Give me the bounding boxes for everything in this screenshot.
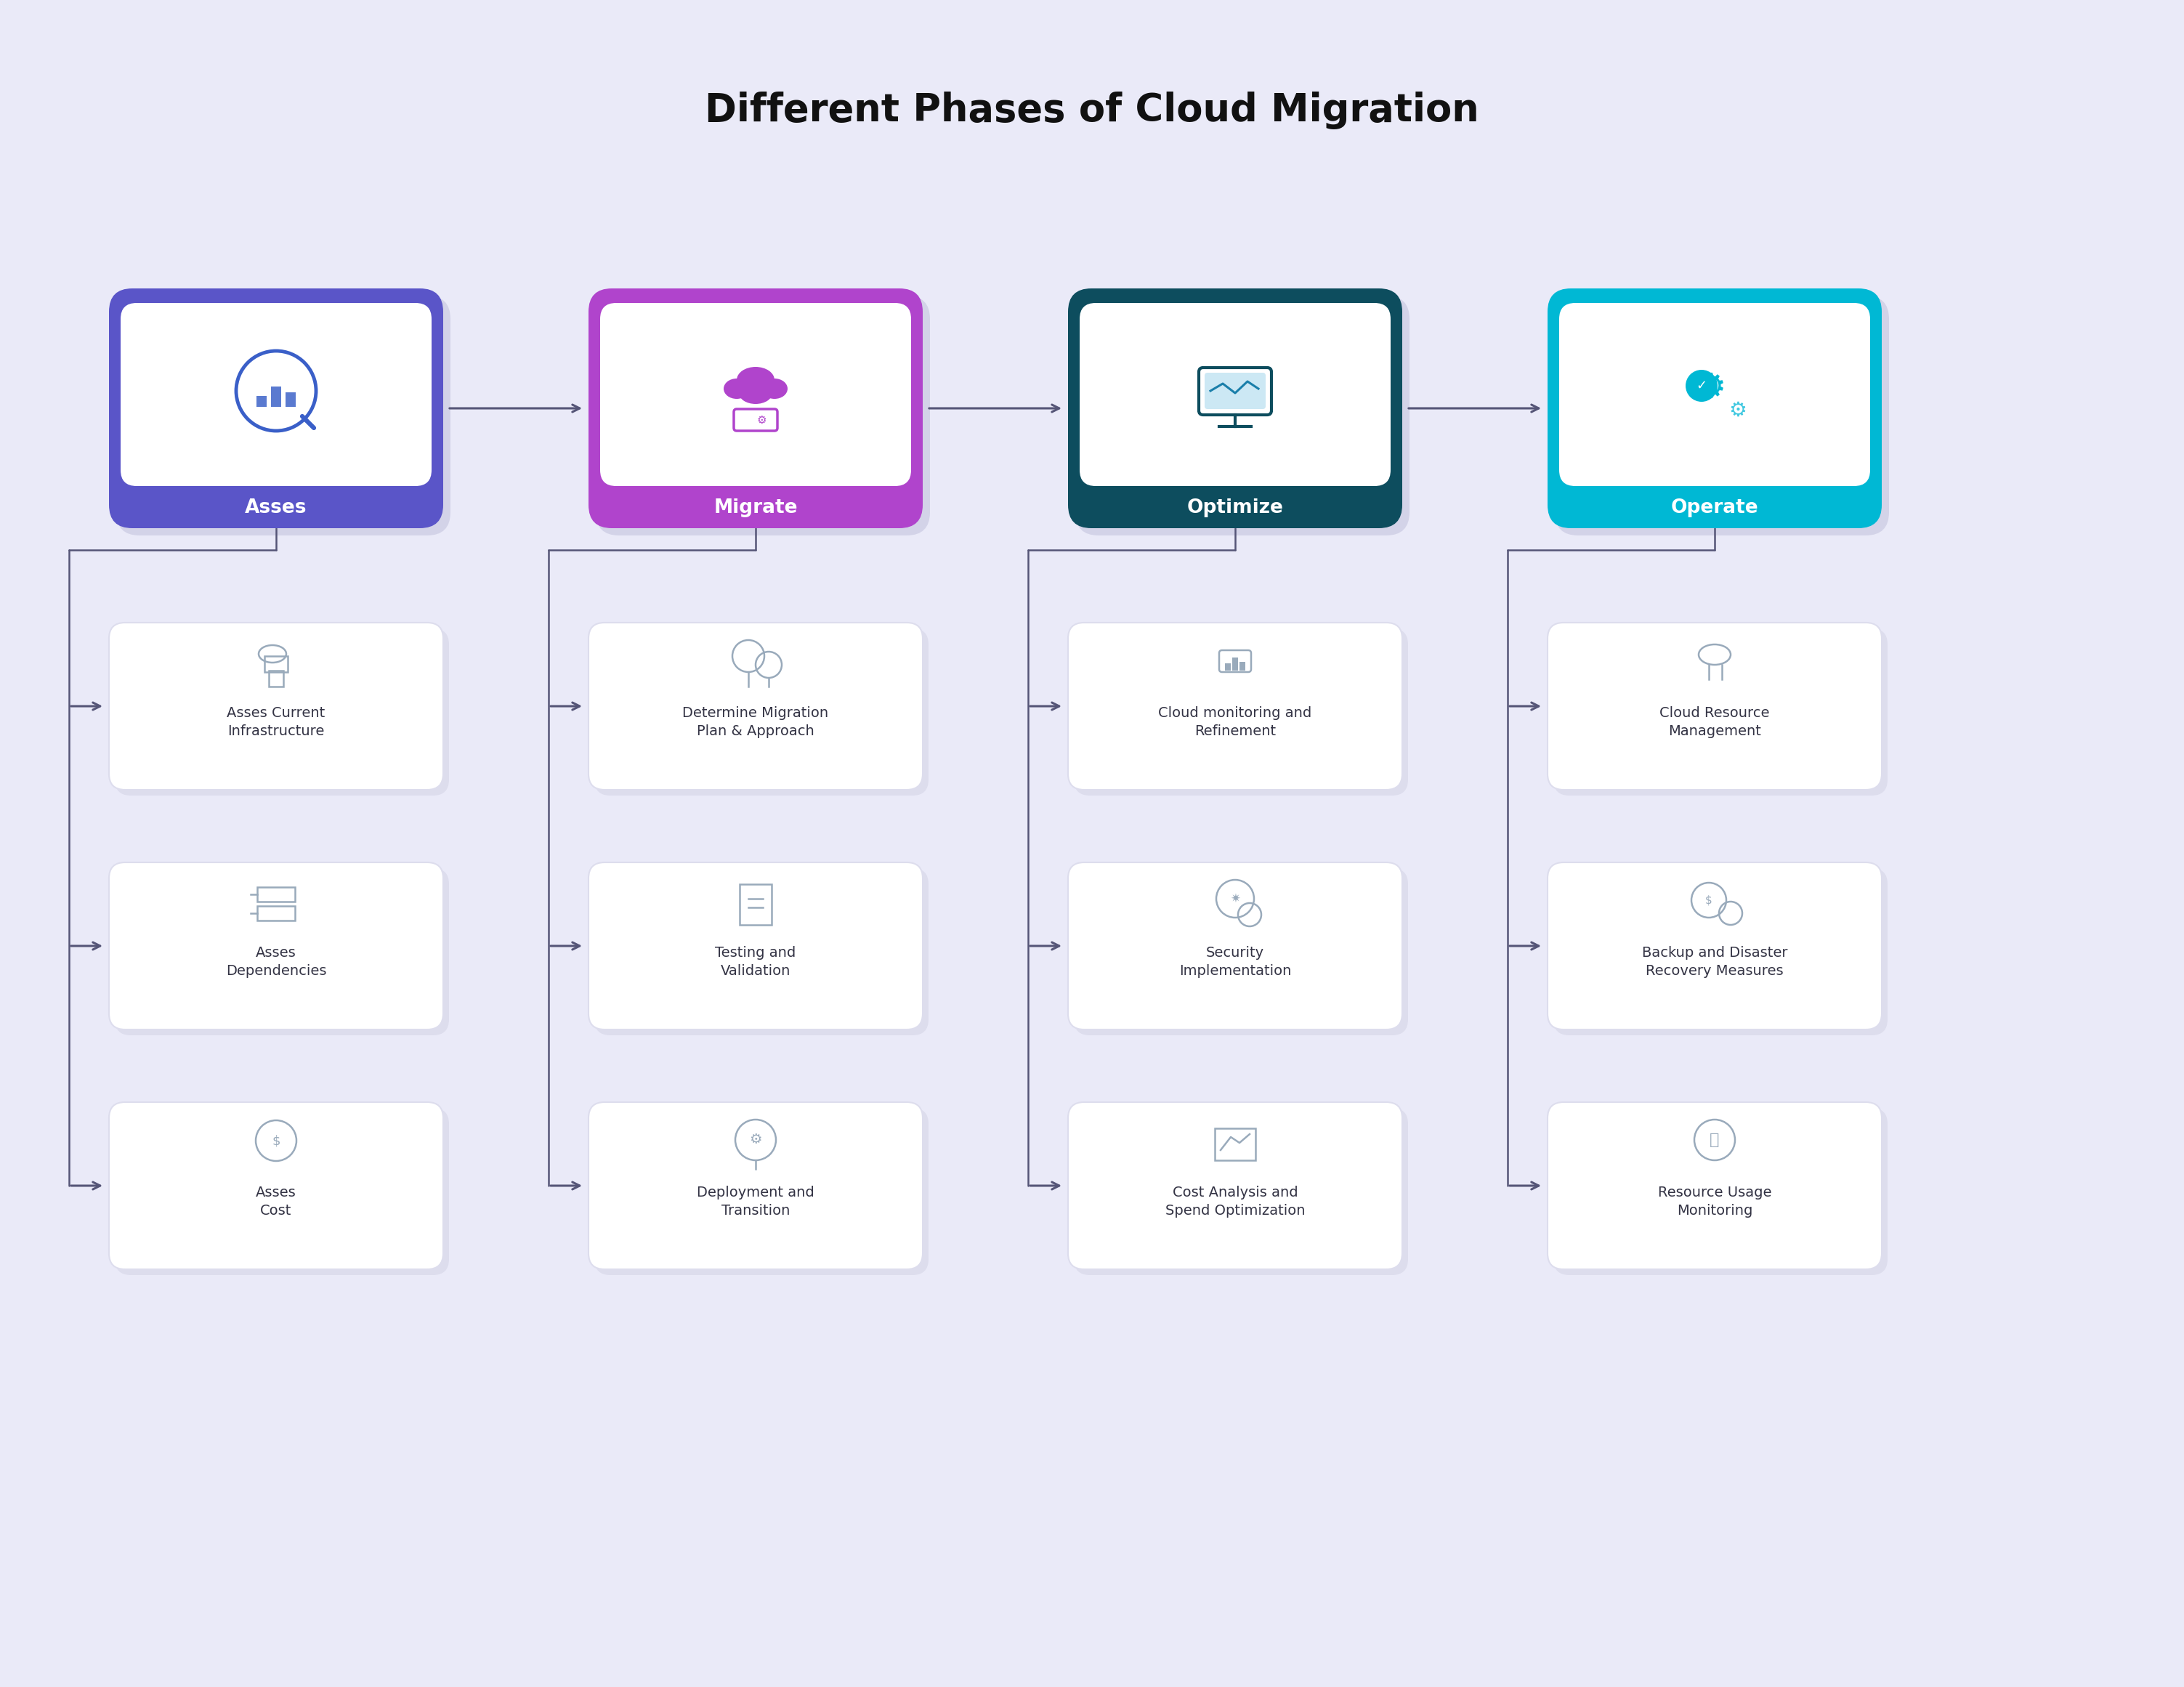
Text: ✓: ✓	[1697, 380, 1708, 393]
FancyBboxPatch shape	[1068, 1102, 1402, 1269]
FancyBboxPatch shape	[587, 623, 922, 790]
Text: Optimize: Optimize	[1186, 498, 1284, 518]
FancyBboxPatch shape	[1079, 304, 1391, 486]
Bar	[1241, 661, 1245, 671]
Circle shape	[1686, 369, 1717, 402]
Bar	[286, 393, 295, 407]
FancyBboxPatch shape	[594, 629, 928, 796]
Text: ⌕: ⌕	[1710, 1132, 1719, 1147]
Text: Asses: Asses	[245, 498, 308, 518]
FancyBboxPatch shape	[1206, 373, 1267, 408]
FancyBboxPatch shape	[109, 288, 443, 528]
FancyBboxPatch shape	[594, 1108, 928, 1275]
FancyBboxPatch shape	[1075, 629, 1409, 796]
FancyBboxPatch shape	[587, 1102, 922, 1269]
Text: Different Phases of Cloud Migration: Different Phases of Cloud Migration	[705, 91, 1479, 130]
FancyBboxPatch shape	[1068, 862, 1402, 1029]
Bar	[271, 386, 282, 407]
FancyBboxPatch shape	[587, 288, 922, 528]
Bar	[1214, 1129, 1256, 1161]
Bar	[740, 884, 771, 924]
FancyBboxPatch shape	[1199, 368, 1271, 415]
FancyBboxPatch shape	[1548, 1102, 1883, 1269]
Ellipse shape	[736, 366, 775, 393]
FancyBboxPatch shape	[109, 623, 443, 790]
Text: Deployment and
Transition: Deployment and Transition	[697, 1186, 815, 1218]
FancyBboxPatch shape	[587, 862, 922, 1029]
FancyBboxPatch shape	[1068, 288, 1402, 528]
FancyBboxPatch shape	[601, 304, 911, 486]
FancyBboxPatch shape	[116, 295, 450, 535]
FancyBboxPatch shape	[1555, 295, 1889, 535]
Text: ✷: ✷	[1230, 892, 1241, 906]
FancyBboxPatch shape	[109, 1102, 443, 1269]
FancyBboxPatch shape	[116, 869, 450, 1036]
FancyBboxPatch shape	[1075, 869, 1409, 1036]
Text: $: $	[1706, 894, 1712, 906]
Bar	[1232, 658, 1238, 671]
FancyBboxPatch shape	[116, 629, 450, 796]
Text: ⚙: ⚙	[749, 1134, 762, 1147]
FancyBboxPatch shape	[120, 304, 432, 486]
Bar	[264, 656, 288, 671]
Text: ⚙: ⚙	[1695, 373, 1725, 405]
Text: Asses
Dependencies: Asses Dependencies	[225, 946, 325, 978]
FancyBboxPatch shape	[116, 1108, 450, 1275]
Ellipse shape	[762, 378, 788, 398]
Bar	[1225, 663, 1232, 671]
Text: $: $	[273, 1134, 280, 1147]
Text: Cloud Resource
Management: Cloud Resource Management	[1660, 705, 1769, 739]
Text: Asses Current
Infrastructure: Asses Current Infrastructure	[227, 705, 325, 739]
FancyBboxPatch shape	[1548, 288, 1883, 528]
FancyBboxPatch shape	[1075, 1108, 1409, 1275]
Text: Operate: Operate	[1671, 498, 1758, 518]
FancyBboxPatch shape	[1553, 629, 1887, 796]
Bar	[256, 396, 266, 407]
Text: Migrate: Migrate	[714, 498, 797, 518]
FancyBboxPatch shape	[1559, 304, 1870, 486]
FancyBboxPatch shape	[1075, 295, 1409, 535]
Ellipse shape	[723, 378, 749, 398]
Bar	[269, 671, 284, 687]
Text: ⚙: ⚙	[756, 415, 767, 425]
Bar	[258, 906, 295, 921]
Text: Backup and Disaster
Recovery Measures: Backup and Disaster Recovery Measures	[1642, 946, 1787, 978]
FancyBboxPatch shape	[1553, 1108, 1887, 1275]
FancyBboxPatch shape	[734, 408, 778, 430]
Text: Asses
Cost: Asses Cost	[256, 1186, 297, 1218]
FancyBboxPatch shape	[1553, 869, 1887, 1036]
Text: Cost Analysis and
Spend Optimization: Cost Analysis and Spend Optimization	[1166, 1186, 1306, 1218]
FancyBboxPatch shape	[109, 862, 443, 1029]
FancyBboxPatch shape	[1068, 623, 1402, 790]
FancyBboxPatch shape	[1548, 862, 1883, 1029]
Text: Resource Usage
Monitoring: Resource Usage Monitoring	[1658, 1186, 1771, 1218]
Circle shape	[236, 351, 317, 430]
Text: ⚙: ⚙	[1730, 400, 1747, 420]
FancyBboxPatch shape	[594, 869, 928, 1036]
Bar	[258, 887, 295, 901]
Ellipse shape	[738, 383, 773, 403]
FancyBboxPatch shape	[1548, 623, 1883, 790]
Text: Security
Implementation: Security Implementation	[1179, 946, 1291, 978]
Text: Determine Migration
Plan & Approach: Determine Migration Plan & Approach	[684, 705, 828, 739]
Text: Testing and
Validation: Testing and Validation	[714, 946, 795, 978]
Text: Cloud monitoring and
Refinement: Cloud monitoring and Refinement	[1158, 705, 1313, 739]
FancyBboxPatch shape	[596, 295, 930, 535]
